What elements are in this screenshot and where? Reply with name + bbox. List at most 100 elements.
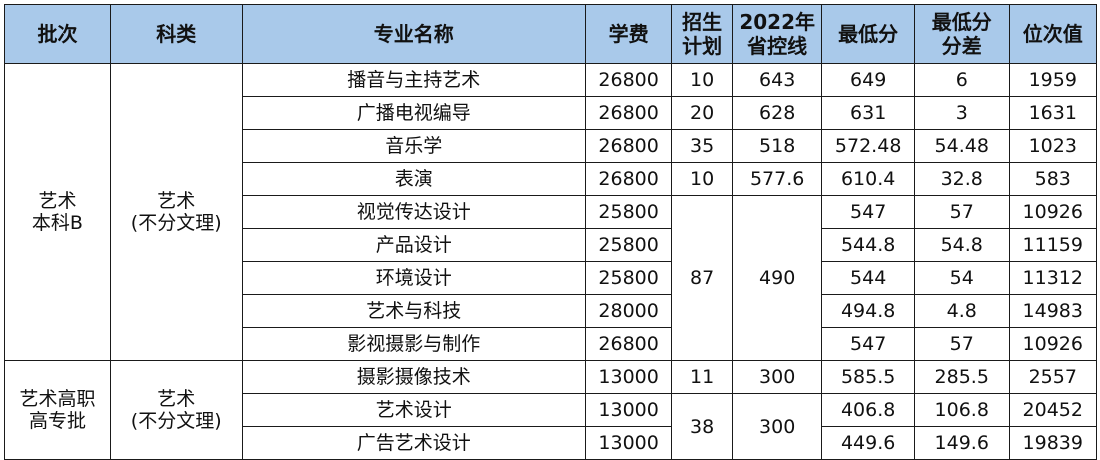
plan-cell: 20 [671, 96, 733, 130]
header-major: 专业名称 [241, 4, 586, 64]
rank-cell: 583 [1008, 162, 1098, 196]
major-cell: 艺术与科技 [241, 294, 586, 328]
header-control-line1: 2022年 [739, 10, 816, 34]
header-plan: 招生 计划 [671, 4, 733, 64]
admissions-table: 批次 科类 专业名称 学费 招生 计划 2022年 省控线 最低分 最低分 分差… [4, 4, 1098, 460]
plan-cell: 11 [671, 360, 733, 394]
rank-cell: 1959 [1008, 63, 1098, 97]
min-diff-cell: 57 [913, 195, 1010, 229]
min-score-cell: 449.6 [821, 426, 915, 460]
rank-cell: 11159 [1008, 228, 1098, 262]
rank-cell: 14983 [1008, 294, 1098, 328]
tuition-cell: 13000 [584, 426, 673, 460]
plan-cell: 35 [671, 129, 733, 163]
header-plan-line2: 计划 [682, 34, 723, 58]
major-cell: 视觉传达设计 [241, 195, 586, 229]
plan-cell: 38 [671, 393, 733, 460]
rank-cell: 11312 [1008, 261, 1098, 295]
control-line-cell: 300 [731, 360, 823, 394]
min-diff-cell: 4.8 [913, 294, 1010, 328]
table-row: 视觉传达设计 25800 87 490 547 57 10926 [5, 195, 1098, 361]
min-diff-cell: 32.8 [913, 162, 1010, 196]
major-cell: 广告艺术设计 [241, 426, 586, 460]
min-score-cell: 631 [821, 96, 915, 130]
major-cell: 产品设计 [241, 228, 586, 262]
header-category: 科类 [109, 4, 243, 64]
plan-cell: 10 [671, 162, 733, 196]
table-row: 产品设计 25800 544.8 54.8 11159 [5, 228, 1098, 262]
category-cell: 艺术 (不分文理) [109, 360, 243, 460]
batch-line1: 艺术 [38, 190, 77, 212]
header-min-diff-line2: 分差 [941, 34, 982, 58]
category-line2: (不分文理) [130, 212, 222, 234]
major-cell: 影视摄影与制作 [241, 327, 586, 361]
tuition-cell: 26800 [584, 162, 673, 196]
major-cell: 艺术设计 [241, 393, 586, 427]
header-batch: 批次 [4, 4, 111, 64]
table-row: 广播电视编导 26800 20 628 631 3 1631 [5, 96, 1098, 130]
min-diff-cell: 54.48 [913, 129, 1010, 163]
major-cell: 表演 [241, 162, 586, 196]
control-line-cell: 577.6 [731, 162, 823, 196]
category-cell: 艺术 (不分文理) [109, 63, 243, 361]
min-score-cell: 544 [821, 261, 915, 295]
batch-line2: 高专批 [28, 410, 86, 432]
tuition-cell: 26800 [584, 63, 673, 97]
table-row: 广告艺术设计 13000 449.6 149.6 19839 [5, 426, 1098, 460]
min-score-cell: 547 [821, 327, 915, 361]
control-line-cell: 490 [731, 195, 823, 361]
min-score-cell: 544.8 [821, 228, 915, 262]
category-line1: 艺术 [157, 388, 196, 410]
tuition-cell: 25800 [584, 195, 673, 229]
min-score-cell: 494.8 [821, 294, 915, 328]
header-control-line2: 省控线 [747, 34, 808, 58]
tuition-cell: 25800 [584, 261, 673, 295]
control-line-cell: 518 [731, 129, 823, 163]
rank-cell: 10926 [1008, 195, 1098, 229]
table-row: 艺术高职 高专批 艺术 (不分文理) 摄影摄像技术 13000 11 300 5… [4, 360, 1098, 460]
tuition-cell: 13000 [584, 393, 673, 427]
batch-line2: 本科B [31, 212, 83, 234]
header-row: 批次 科类 专业名称 学费 招生 计划 2022年 省控线 最低分 最低分 分差… [4, 4, 1098, 64]
table-row: 艺术 本科B 艺术 (不分文理) 播音与主持艺术 26800 10 643 64… [4, 63, 1098, 361]
batch-cell: 艺术 本科B [4, 63, 111, 361]
min-score-cell: 547 [821, 195, 915, 229]
min-diff-cell: 106.8 [913, 393, 1010, 427]
rank-cell: 1023 [1008, 129, 1098, 163]
header-min-diff: 最低分 分差 [913, 4, 1010, 64]
header-tuition: 学费 [584, 4, 673, 64]
min-diff-cell: 54.8 [913, 228, 1010, 262]
header-control-line: 2022年 省控线 [731, 4, 823, 64]
rank-cell: 20452 [1008, 393, 1098, 427]
min-diff-cell: 3 [913, 96, 1010, 130]
min-score-cell: 406.8 [821, 393, 915, 427]
rank-cell: 19839 [1008, 426, 1098, 460]
major-cell: 广播电视编导 [241, 96, 586, 130]
tuition-cell: 26800 [584, 96, 673, 130]
tuition-cell: 25800 [584, 228, 673, 262]
table-row: 音乐学 26800 35 518 572.48 54.48 1023 [5, 129, 1098, 163]
min-diff-cell: 6 [913, 63, 1010, 97]
table-row: 影视摄影与制作 26800 547 57 10926 [5, 327, 1098, 361]
header-min-score: 最低分 [821, 4, 915, 64]
batch-cell: 艺术高职 高专批 [4, 360, 111, 460]
tuition-cell: 26800 [584, 327, 673, 361]
table-row: 表演 26800 10 577.6 610.4 32.8 583 [5, 162, 1098, 196]
category-line1: 艺术 [157, 190, 196, 212]
major-cell: 摄影摄像技术 [241, 360, 586, 394]
tuition-cell: 26800 [584, 129, 673, 163]
plan-cell: 10 [671, 63, 733, 97]
control-line-cell: 628 [731, 96, 823, 130]
header-min-diff-line1: 最低分 [931, 10, 992, 34]
control-line-cell: 300 [731, 393, 823, 460]
tuition-cell: 13000 [584, 360, 673, 394]
min-score-cell: 610.4 [821, 162, 915, 196]
min-diff-cell: 149.6 [913, 426, 1010, 460]
min-score-cell: 572.48 [821, 129, 915, 163]
plan-cell: 87 [671, 195, 733, 361]
min-score-cell: 649 [821, 63, 915, 97]
min-diff-cell: 57 [913, 327, 1010, 361]
table-row: 艺术与科技 28000 494.8 4.8 14983 [5, 294, 1098, 328]
rank-cell: 10926 [1008, 327, 1098, 361]
min-diff-cell: 54 [913, 261, 1010, 295]
